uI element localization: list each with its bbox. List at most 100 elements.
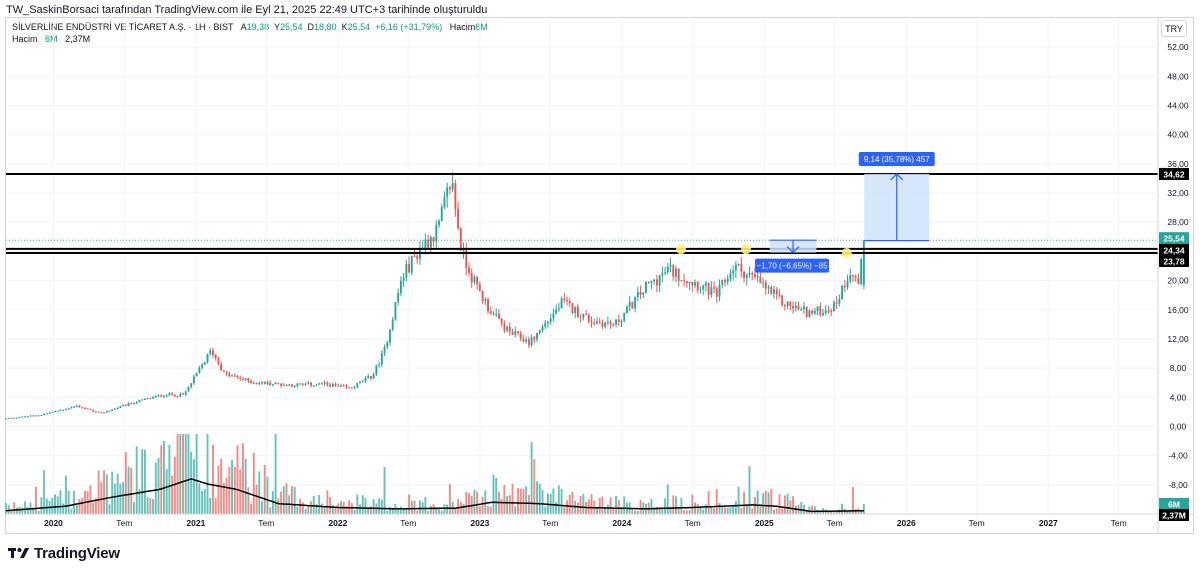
y-tick-label: 36,00 [1167, 159, 1189, 169]
candle-body [81, 407, 84, 409]
candle-body [805, 306, 808, 317]
volume-bar [429, 506, 432, 514]
volume-bar [759, 506, 762, 514]
candle-body [375, 365, 378, 375]
high-value: 25,54 [279, 22, 303, 32]
candle-body [201, 364, 204, 368]
volume-bar [334, 506, 337, 514]
candle-body [184, 391, 187, 395]
candle-body [827, 310, 830, 312]
volume-bar [405, 509, 408, 514]
volume-bar [468, 492, 470, 514]
volume-bar [337, 503, 340, 514]
volume-bar [40, 497, 43, 514]
volume-bar [138, 489, 141, 514]
candle-body [122, 405, 125, 407]
volume-bar [457, 499, 460, 514]
candle-body [604, 322, 607, 327]
volume-bar [310, 501, 312, 514]
volume-bar [721, 506, 724, 514]
symbol-name[interactable]: SİLVERLİNE ENDÜSTRİ VE TİCARET A.Ş. · 1H… [12, 22, 234, 32]
candle-body [568, 300, 571, 304]
candle-body [220, 364, 223, 371]
candle-body [710, 287, 713, 295]
candle-body [236, 375, 239, 378]
candle-body [217, 358, 220, 365]
chart-frame [5, 17, 1194, 534]
candle-body [274, 382, 277, 385]
volume-bar [56, 496, 59, 514]
volume-bar [244, 458, 247, 514]
candle-body [89, 408, 92, 410]
y-tick-label: 20,00 [1167, 276, 1189, 286]
candle-body [337, 385, 340, 387]
volume-bar [544, 506, 547, 514]
y-tick-label: 32,00 [1167, 188, 1189, 198]
candle-body [552, 313, 555, 319]
currency-button[interactable]: TRY [1161, 20, 1187, 37]
candle-body [203, 362, 206, 365]
candle-body [794, 305, 797, 309]
candle-body [7, 418, 10, 420]
volume-bar [664, 498, 667, 514]
candle-body [285, 384, 288, 386]
candle-body [239, 377, 242, 379]
volume-bar [669, 506, 672, 514]
candle-body [372, 374, 375, 379]
volume-bar [536, 481, 539, 514]
candle-body [192, 376, 195, 384]
candle-body [67, 408, 70, 410]
volume-bar [666, 484, 669, 514]
volume-bar [187, 434, 190, 514]
x-tick-label: 2026 [897, 518, 916, 528]
candle-body [615, 319, 617, 325]
candle-body [451, 183, 454, 190]
candle-body [318, 383, 321, 385]
volume-bar [620, 507, 623, 514]
candle-body [792, 306, 795, 309]
candle-body [440, 207, 443, 221]
low-label: D [307, 22, 315, 32]
volume-bar [329, 497, 332, 514]
candle-body [683, 280, 686, 282]
volume-bar [680, 497, 683, 514]
candle-body [356, 382, 359, 387]
candle-body [209, 350, 212, 355]
candle-body [688, 281, 691, 284]
volume-bar [247, 487, 250, 514]
candle-body [127, 403, 130, 406]
measure-label: −1,70 (−6,65%) −85 [757, 262, 828, 271]
volume-bar [617, 499, 620, 514]
candle-body [544, 322, 547, 327]
candle-body [369, 376, 372, 379]
volume-bar [653, 507, 656, 514]
volume-bar [764, 491, 767, 514]
volume-bar [127, 466, 130, 514]
candle-body [617, 319, 620, 323]
candle-body [244, 378, 247, 380]
candle-body [320, 383, 323, 385]
volume-bar [571, 491, 574, 514]
candle-body [263, 382, 266, 385]
candle-body [389, 329, 391, 343]
candle-body [293, 386, 296, 388]
candle-body [598, 321, 601, 323]
candle-body [143, 399, 146, 401]
candle-body [271, 384, 274, 386]
volume-bar [473, 489, 476, 514]
candle-body [149, 398, 152, 400]
candle-body [628, 301, 631, 307]
candle-body [397, 293, 400, 303]
candle-body [416, 255, 419, 259]
volume-bar [500, 498, 503, 514]
volume-bar [732, 505, 735, 514]
y-tick-label: -8,00 [1168, 480, 1188, 490]
candle-body [751, 272, 754, 275]
candle-body [726, 278, 729, 282]
volume-bar [361, 495, 364, 514]
candle-body [198, 367, 201, 373]
candle-body [666, 266, 669, 273]
candle-body [124, 405, 127, 407]
volume-legend-label[interactable]: Hacim [12, 34, 38, 44]
